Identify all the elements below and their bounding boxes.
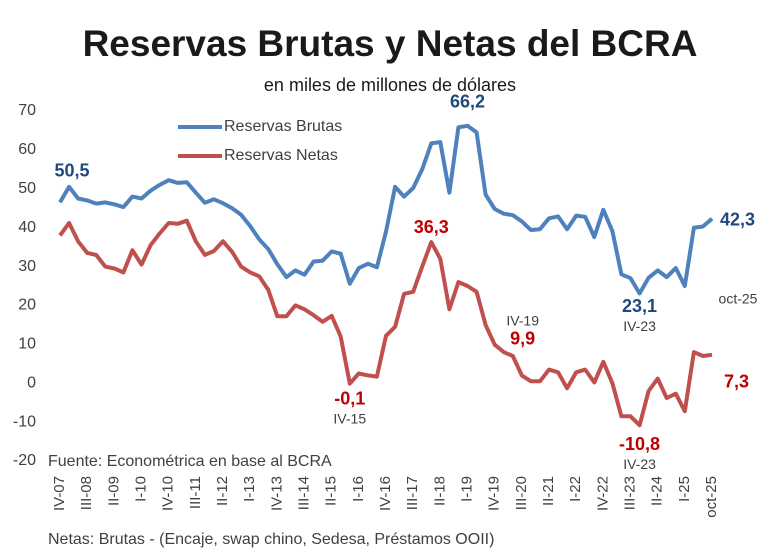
y-tick-label: 30 xyxy=(18,258,36,275)
point-note: IV-15 xyxy=(333,410,366,426)
y-tick-label: -20 xyxy=(13,452,36,469)
x-tick-label: IV-19 xyxy=(486,476,503,511)
x-tick-label: IV-10 xyxy=(160,476,177,511)
x-tick-label: III-23 xyxy=(621,476,638,510)
point-note: oct-25 xyxy=(719,290,758,306)
x-tick-label: II-18 xyxy=(431,476,448,506)
x-tick-label: III-08 xyxy=(78,476,95,510)
x-tick-label: I-13 xyxy=(241,476,258,502)
x-tick-label: II-21 xyxy=(540,476,557,506)
series-line xyxy=(58,218,713,428)
x-tick-label: I-19 xyxy=(458,476,475,502)
x-tick-label: III-11 xyxy=(187,476,204,509)
x-tick-label: IV-07 xyxy=(51,476,68,511)
value-label: 50,5 xyxy=(55,161,90,181)
legend-label: Reservas Brutas xyxy=(224,118,342,135)
x-tick-label: IV-22 xyxy=(594,476,611,511)
x-tick-label: II-15 xyxy=(323,476,340,506)
y-tick-label: 50 xyxy=(18,180,36,197)
y-tick-label: 60 xyxy=(18,141,36,158)
y-tick-label: -10 xyxy=(13,413,36,430)
point-note: IV-23 xyxy=(623,456,656,472)
value-label: 9,9 xyxy=(510,328,535,348)
y-tick-label: 70 xyxy=(18,102,36,119)
y-tick-label: 0 xyxy=(27,374,36,391)
value-label: 42,3 xyxy=(720,209,755,229)
x-tick-label: II-12 xyxy=(214,476,231,506)
x-tick-label: III-17 xyxy=(404,476,421,510)
x-tick-label: III-20 xyxy=(513,476,530,510)
x-tick-label: I-10 xyxy=(132,476,149,502)
x-tick-label: II-09 xyxy=(105,476,122,506)
x-tick-label: II-24 xyxy=(649,476,666,506)
source: Fuente: Econométrica en base al BCRA xyxy=(48,453,332,470)
y-tick-label: 10 xyxy=(18,336,36,353)
footnote: Netas: Brutas - (Encaje, swap chino, Sed… xyxy=(48,531,494,548)
x-tick-label: IV-16 xyxy=(377,476,394,511)
chart-subtitle: en miles de millones de dólares xyxy=(264,75,516,95)
value-label: 7,3 xyxy=(724,372,749,392)
value-label: -0,1 xyxy=(334,388,365,408)
x-tick-label: oct-25 xyxy=(703,476,720,518)
value-label: -10,8 xyxy=(619,434,660,454)
x-tick-label: IV-13 xyxy=(268,476,285,511)
y-tick-label: 40 xyxy=(18,219,36,236)
x-tick-label: I-16 xyxy=(350,476,367,502)
point-note: IV-19 xyxy=(506,312,539,328)
x-tick-label: I-22 xyxy=(567,476,584,502)
series-line xyxy=(58,123,714,296)
x-tick-label: I-25 xyxy=(676,476,693,502)
value-label: 66,2 xyxy=(450,92,485,112)
y-tick-label: 20 xyxy=(18,297,36,314)
value-label: 23,1 xyxy=(622,296,657,316)
point-note: IV-23 xyxy=(623,318,656,334)
value-label: 36,3 xyxy=(414,217,449,237)
chart-title: Reservas Brutas y Netas del BCRA xyxy=(83,23,698,64)
legend-label: Reservas Netas xyxy=(224,147,338,164)
x-tick-label: III-14 xyxy=(295,476,312,510)
